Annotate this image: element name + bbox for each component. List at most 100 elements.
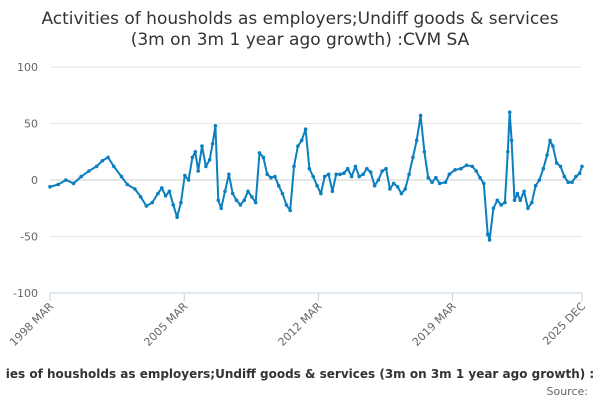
data-point[interactable] [545, 153, 549, 157]
data-point[interactable] [79, 174, 83, 179]
data-point[interactable] [395, 185, 400, 189]
data-point[interactable] [342, 171, 346, 175]
data-point[interactable] [179, 200, 183, 205]
data-point[interactable] [577, 171, 582, 175]
data-point[interactable] [380, 169, 385, 173]
data-point[interactable] [242, 198, 246, 203]
data-point[interactable] [150, 200, 154, 205]
data-point[interactable] [459, 166, 463, 171]
data-point[interactable] [411, 155, 415, 160]
data-point[interactable] [474, 169, 479, 173]
data-point[interactable] [250, 195, 254, 199]
data-point[interactable] [133, 187, 137, 191]
data-point[interactable] [322, 174, 327, 179]
data-point[interactable] [156, 191, 160, 196]
data-point[interactable] [253, 200, 258, 205]
data-point[interactable] [541, 166, 546, 171]
data-point[interactable] [257, 151, 262, 155]
data-point[interactable] [303, 127, 308, 131]
data-point[interactable] [434, 175, 438, 180]
data-point[interactable] [296, 144, 300, 148]
data-point[interactable] [210, 142, 215, 146]
data-point[interactable] [330, 189, 335, 194]
data-point[interactable] [196, 169, 200, 173]
data-point[interactable] [368, 170, 373, 174]
data-point[interactable] [522, 189, 526, 194]
data-point[interactable] [551, 144, 555, 148]
data-point[interactable] [213, 124, 218, 128]
data-point[interactable] [499, 203, 503, 207]
data-point[interactable] [357, 174, 362, 179]
data-point[interactable] [326, 172, 331, 177]
data-point[interactable] [311, 174, 316, 179]
data-point[interactable] [338, 172, 342, 177]
data-point[interactable] [307, 166, 312, 171]
data-point[interactable] [391, 181, 396, 186]
data-point[interactable] [200, 144, 204, 148]
data-point[interactable] [284, 203, 289, 207]
data-point[interactable] [125, 182, 130, 187]
data-point[interactable] [430, 180, 434, 185]
data-point[interactable] [495, 198, 500, 203]
data-point[interactable] [163, 194, 168, 198]
data-point[interactable] [227, 172, 231, 177]
data-point[interactable] [407, 172, 411, 177]
data-point[interactable] [574, 174, 578, 179]
data-point[interactable] [112, 164, 116, 169]
data-point[interactable] [518, 198, 523, 203]
data-point[interactable] [376, 178, 381, 182]
data-point[interactable] [464, 163, 469, 168]
data-point[interactable] [558, 164, 563, 169]
data-point[interactable] [365, 166, 369, 171]
data-point[interactable] [204, 164, 208, 169]
data-point[interactable] [234, 198, 239, 203]
data-point[interactable] [562, 174, 567, 179]
data-point[interactable] [280, 191, 285, 196]
data-point[interactable] [207, 157, 212, 162]
data-point[interactable] [509, 138, 514, 143]
data-point[interactable] [193, 150, 198, 154]
data-point[interactable] [491, 206, 496, 211]
data-point[interactable] [470, 164, 475, 169]
data-point[interactable] [447, 172, 452, 177]
data-point[interactable] [414, 138, 419, 143]
data-point[interactable] [554, 161, 559, 165]
data-point[interactable] [512, 198, 517, 203]
data-point[interactable] [384, 166, 388, 171]
data-point[interactable] [299, 138, 304, 143]
data-point[interactable] [144, 204, 149, 208]
data-point[interactable] [183, 173, 187, 178]
data-point[interactable] [216, 198, 221, 203]
data-point[interactable] [219, 206, 223, 211]
data-point[interactable] [478, 175, 482, 180]
data-point[interactable] [422, 150, 427, 154]
data-point[interactable] [418, 113, 423, 118]
data-point[interactable] [334, 172, 339, 177]
data-point[interactable] [443, 180, 448, 185]
data-point[interactable] [94, 164, 99, 169]
data-point[interactable] [485, 232, 490, 236]
data-point[interactable] [349, 174, 354, 179]
data-point[interactable] [175, 215, 179, 220]
data-point[interactable] [533, 183, 538, 188]
data-point[interactable] [506, 150, 510, 154]
data-point[interactable] [372, 183, 377, 188]
data-point[interactable] [186, 178, 191, 182]
data-point[interactable] [87, 169, 91, 173]
data-point[interactable] [453, 168, 457, 172]
data-point[interactable] [426, 175, 431, 180]
data-point[interactable] [526, 206, 530, 211]
data-point[interactable] [515, 191, 520, 196]
data-point[interactable] [238, 203, 243, 207]
legend[interactable]: ies of housholds as employers;Undiff goo… [6, 367, 594, 381]
data-point[interactable] [230, 191, 235, 196]
data-point[interactable] [566, 180, 570, 185]
data-point[interactable] [399, 191, 404, 196]
data-point[interactable] [530, 200, 534, 205]
data-point[interactable] [71, 181, 76, 186]
data-point[interactable] [265, 172, 270, 177]
data-point[interactable] [437, 181, 442, 186]
data-point[interactable] [361, 172, 365, 177]
data-point[interactable] [100, 159, 105, 163]
data-point[interactable] [487, 238, 492, 242]
